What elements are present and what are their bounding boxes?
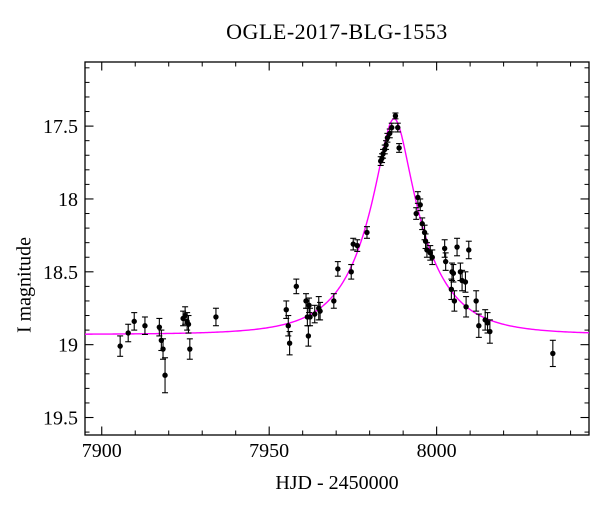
data-point (454, 244, 460, 250)
data-point (162, 372, 168, 378)
data-point (442, 258, 449, 265)
data-point (396, 145, 402, 151)
data-point (283, 306, 289, 313)
data-point (331, 298, 337, 304)
data-point (462, 279, 469, 285)
data-point (306, 302, 312, 309)
data-point (364, 229, 370, 236)
data-point (117, 343, 123, 349)
data-point (213, 314, 219, 320)
data-point (286, 340, 293, 346)
data-point (125, 330, 131, 336)
data-point (550, 350, 556, 357)
y-tick-label: 17.5 (43, 116, 78, 138)
data-point (476, 323, 482, 329)
data-point (160, 346, 166, 352)
data-point (466, 247, 472, 253)
data-point (156, 324, 163, 330)
data-point (427, 250, 433, 256)
data-point (305, 333, 312, 339)
data-point (187, 346, 193, 352)
chart-title: OGLE-2017-BLG-1553 (226, 19, 448, 44)
data-point (451, 298, 458, 304)
y-tick-label: 18 (58, 189, 78, 211)
data-point (473, 298, 479, 304)
data-point (392, 113, 399, 119)
data-point (463, 304, 469, 310)
data-point (487, 328, 493, 335)
x-tick-label: 8000 (417, 440, 457, 462)
data-point (417, 202, 423, 208)
data-point (429, 254, 435, 260)
data-point (413, 210, 419, 217)
y-tick-label: 18.5 (43, 262, 78, 284)
x-tick-label: 7950 (249, 440, 289, 462)
data-point (131, 318, 137, 325)
x-axis-label: HJD - 2450000 (275, 472, 399, 494)
data-point (142, 323, 148, 329)
data-point (293, 283, 300, 290)
data-point (303, 298, 309, 304)
data-point (182, 312, 188, 319)
data-point (348, 269, 354, 275)
data-point (335, 266, 341, 272)
data-point (395, 124, 401, 131)
y-tick-label: 19.5 (43, 408, 78, 430)
data-point (383, 142, 389, 148)
data-point (389, 124, 395, 131)
plot-frame (84, 61, 590, 436)
data-point (185, 321, 192, 327)
data-point (317, 308, 323, 314)
data-point (312, 311, 318, 317)
y-tick-label: 19 (58, 335, 78, 357)
data-point (441, 245, 448, 252)
data-point (354, 242, 360, 249)
data-point (285, 323, 291, 329)
model-curve (84, 118, 590, 335)
data-point (307, 314, 313, 320)
data-point (450, 270, 457, 276)
x-tick-label: 7900 (82, 440, 122, 462)
data-point (484, 320, 491, 326)
